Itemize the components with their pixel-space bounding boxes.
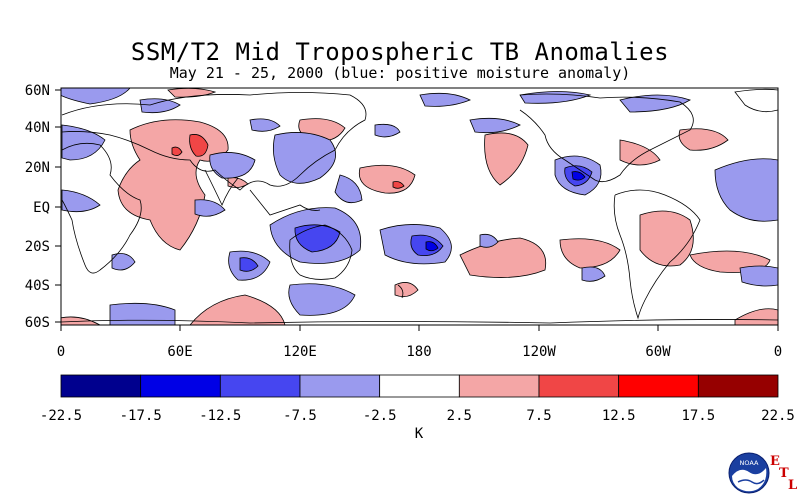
colorbar-ticks: -22.5 -17.5 -12.5 -7.5 -2.5 2.5 7.5 12.5…: [40, 408, 795, 442]
anomaly-positive-region: [484, 132, 529, 186]
map-title: SSM/T2 Mid Tropospheric TB Anomalies: [130, 38, 670, 66]
coastline-africa: [61, 142, 142, 274]
colorbar-swatch: [538, 374, 620, 398]
lat-label: 60N: [25, 83, 50, 99]
lon-label: 120W: [522, 344, 556, 360]
anomaly-negative-region: [249, 118, 281, 132]
coastline-eurasia: [61, 92, 367, 191]
lat-label: 40N: [25, 120, 50, 136]
colorbar-tick-label: -12.5: [199, 408, 241, 424]
anomaly-positive-region: [734, 308, 778, 325]
lon-label: 60E: [167, 344, 192, 360]
anomaly-negative-region: [288, 283, 356, 316]
lon-label: 0: [774, 344, 782, 360]
latitude-axis: 60N 40N 20N EQ 20S 40S 60S: [25, 83, 61, 331]
colorbar-tick-label: 17.5: [681, 408, 715, 424]
coastline-india: [204, 169, 239, 207]
anomaly-negative-region: [61, 124, 106, 161]
anomaly-positive-region: [171, 146, 183, 156]
anomaly-negative-region: [294, 224, 341, 253]
colorbar-tick-label: 7.5: [526, 408, 551, 424]
etl-letter: L: [788, 478, 798, 493]
lat-label: 20S: [25, 239, 50, 255]
anomaly-negative-region: [374, 123, 401, 138]
colorbar-swatch: [60, 374, 142, 398]
anomaly-negative-region: [109, 302, 176, 325]
coastline-south-america: [613, 189, 701, 320]
lon-label: 180: [406, 344, 431, 360]
colorbar-swatch: [219, 374, 301, 398]
colorbar-swatch: [379, 374, 460, 398]
map-subtitle: May 21 - 25, 2000 (blue: positive moistu…: [169, 64, 631, 82]
colorbar-tick-label: 2.5: [447, 408, 472, 424]
anomaly-positive-region: [559, 238, 621, 269]
etl-letter: T: [779, 466, 789, 481]
colorbar-swatch: [697, 374, 779, 398]
etl-letter: E: [770, 454, 780, 469]
colorbar-tick-label: 22.5: [761, 408, 795, 424]
anomaly-positive-region: [619, 139, 661, 166]
coastline-australia: [289, 224, 353, 280]
anomaly-negative-region: [469, 117, 521, 134]
lat-label: 20N: [25, 160, 50, 176]
lat-label: EQ: [33, 200, 50, 216]
anomaly-negative-region: [419, 92, 471, 107]
lat-label: 60S: [25, 315, 50, 331]
anomaly-negative-region: [194, 199, 226, 217]
coastline-greenland: [734, 88, 778, 113]
colorbar-swatch: [618, 374, 699, 398]
colorbar-swatch: [299, 374, 381, 398]
noaa-logo: NOAA: [728, 452, 770, 494]
colorbar-swatch: [140, 374, 221, 398]
colorbar-tick-label: -22.5: [40, 408, 82, 424]
coastline-new-zealand: [397, 284, 404, 299]
anomaly-negative-region: [61, 189, 101, 213]
colorbar-tick-label: -7.5: [283, 408, 317, 424]
anomaly-negative-region: [209, 152, 256, 179]
anomaly-negative-region: [139, 98, 181, 114]
lon-label: 60W: [645, 344, 671, 360]
anomaly-negative-region: [714, 158, 778, 222]
anomaly-negative-region: [61, 88, 131, 105]
anomaly-negative-region: [619, 94, 691, 113]
anomaly-negative-region: [239, 257, 259, 272]
lon-label: 0: [57, 344, 65, 360]
colorbar-tick-label: 12.5: [602, 408, 636, 424]
anomaly-negative-region: [581, 266, 606, 282]
coastline-se-asia: [249, 189, 321, 216]
colorbar-swatch: [458, 374, 540, 398]
anomaly-negative-region: [571, 171, 586, 181]
anomaly-field: [61, 88, 778, 325]
anomaly-negative-region: [425, 241, 439, 252]
anomaly-positive-region: [189, 294, 286, 325]
anomaly-negative-region: [334, 174, 363, 204]
longitude-axis: 0 60E 120E 180 120W 60W 0: [57, 325, 782, 360]
coastline-antarctica: [61, 319, 778, 324]
anomaly-negative-region: [739, 265, 778, 287]
anomaly-positive-region: [189, 134, 209, 157]
lat-label: 40S: [25, 278, 50, 294]
lon-label: 120E: [283, 344, 317, 360]
colorbar-tick-label: -17.5: [120, 408, 162, 424]
anomaly-negative-region: [111, 253, 136, 271]
anomaly-positive-region: [678, 128, 729, 151]
colorbar-unit: K: [415, 426, 424, 442]
colorbar: [60, 374, 779, 398]
anomaly-negative-region: [479, 233, 499, 248]
anomaly-positive-region: [639, 210, 694, 267]
anomaly-positive-region: [394, 282, 419, 298]
colorbar-tick-label: -2.5: [363, 408, 397, 424]
noaa-logo-text: NOAA: [740, 459, 759, 467]
anomaly-positive-region: [392, 181, 405, 189]
coastlines: [61, 88, 778, 324]
coastline-north-america: [519, 93, 694, 183]
anomaly-negative-region: [272, 132, 337, 184]
